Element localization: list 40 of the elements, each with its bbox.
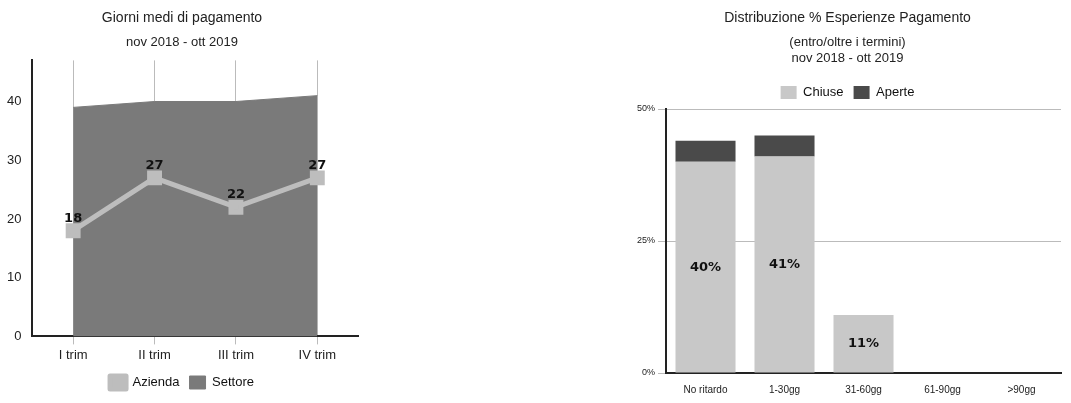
x-tick-label: No ritardo (683, 383, 728, 395)
point (65, 223, 81, 239)
x-tick-label: II trim (138, 346, 171, 362)
chart-title: Giorni medi di pagamento (101, 9, 263, 26)
legend-label: Settore (212, 374, 254, 390)
x-tick-label: 31-60gg (845, 383, 882, 395)
point (147, 170, 162, 186)
bar (754, 135, 815, 157)
legend-label: Azienda (132, 374, 181, 390)
chart-subtitle: (entro/oltre i termini) nov 2018 - ott 2019 (789, 34, 906, 65)
y-tick-label: 0% (642, 367, 656, 378)
bar (833, 314, 894, 373)
chart-subtitle: nov 2018 - ott 2019 (125, 34, 239, 50)
x-tick-label: 61-90gg (924, 383, 961, 395)
data-label: 40% (689, 258, 722, 274)
data-label: 41% (768, 255, 801, 271)
data-label: 22 (226, 186, 245, 202)
y-tick-label: 50% (637, 103, 656, 114)
legend-label: Chiuse (803, 84, 844, 100)
x-tick-label: III trim (217, 346, 254, 362)
point (309, 170, 325, 186)
data-label: 11% (847, 335, 880, 351)
y-tick-label: 20 (6, 210, 22, 226)
bar (754, 156, 815, 373)
y-tick-label: 25% (637, 235, 656, 246)
y-tick-label: 10 (6, 269, 22, 285)
x-tick-label: 1-30gg (768, 383, 801, 395)
x-tick-label: IV trim (298, 346, 337, 362)
x-tick-label: >90gg (1007, 383, 1036, 395)
y-tick-label: 30 (6, 151, 22, 167)
legend-label: Aperte (876, 84, 915, 100)
bar (675, 140, 736, 162)
chart-title: Distribuzione % Esperienze Pagamento (724, 9, 972, 26)
point (228, 199, 244, 215)
bar (675, 161, 736, 373)
data-label: 27 (145, 156, 164, 172)
data-label: 27 (308, 156, 327, 172)
y-tick-label: 40 (6, 93, 22, 109)
y-tick-label: 0 (14, 327, 22, 343)
x-tick-label: I trim (58, 346, 88, 362)
